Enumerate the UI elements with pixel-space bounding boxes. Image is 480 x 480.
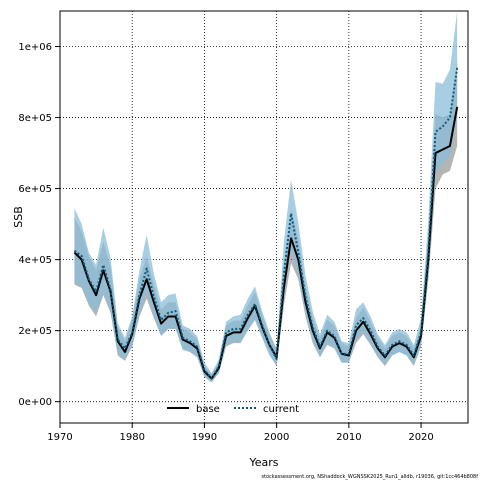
y-tick-label: 1e+06: [18, 42, 52, 53]
legend: base current: [167, 404, 299, 415]
x-tick-label: 2010: [336, 432, 361, 443]
legend-current-label: current: [263, 404, 299, 415]
x-axis-ticks: 1970 1980 1990 2000 2010 2020: [47, 423, 434, 443]
x-tick-label: 2000: [264, 432, 289, 443]
y-tick-label: 6e+05: [18, 184, 52, 195]
y-tick-label: 4e+05: [18, 255, 52, 266]
y-tick-label: 0e+00: [18, 397, 52, 408]
plot-background: [60, 11, 468, 423]
x-tick-label: 1970: [47, 432, 72, 443]
series-lines: [73, 67, 459, 380]
x-tick-label: 1980: [119, 432, 144, 443]
x-tick-label: 1990: [192, 432, 217, 443]
y-axis-ticks: 0e+00 2e+05 4e+05 6e+05 8e+05 1e+06: [18, 42, 60, 408]
legend-base-label: base: [196, 404, 220, 415]
x-axis-title: Years: [248, 456, 278, 469]
plot-frame: [59, 10, 469, 424]
x-tick-label: 2020: [408, 432, 433, 443]
y-tick-label: 8e+05: [18, 113, 52, 124]
y-axis-title: SSB: [12, 206, 25, 228]
y-tick-label: 2e+05: [18, 326, 52, 337]
footer-attribution: stockassessment.org, NShaddock_WGNSSK202…: [261, 474, 478, 480]
